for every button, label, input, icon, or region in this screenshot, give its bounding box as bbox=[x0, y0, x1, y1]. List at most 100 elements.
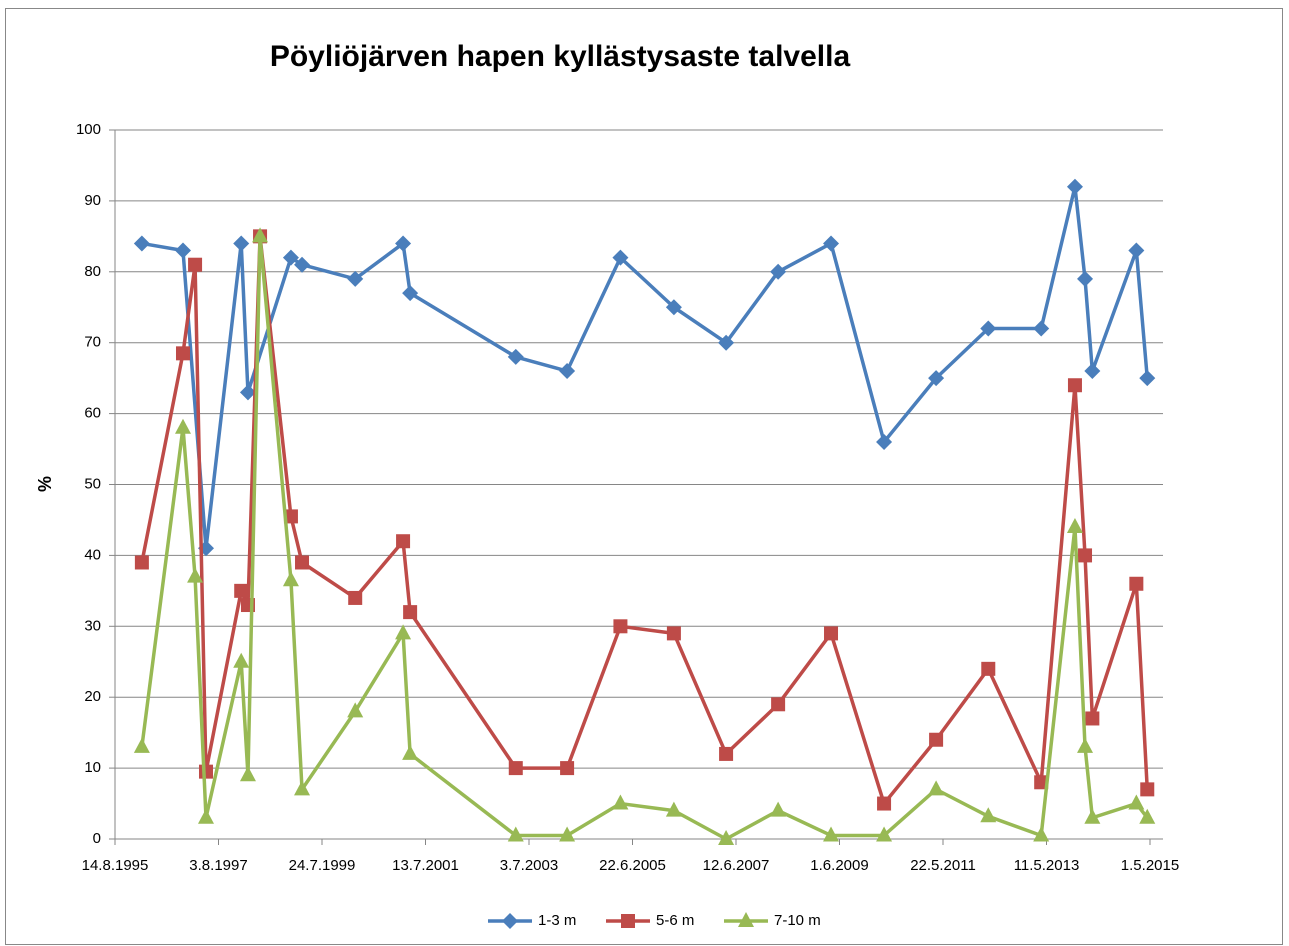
marker bbox=[402, 285, 419, 302]
series-line bbox=[140, 234, 1150, 806]
marker bbox=[402, 744, 419, 760]
x-tick-label: 3.7.2003 bbox=[500, 857, 558, 874]
marker bbox=[403, 605, 418, 620]
marker bbox=[559, 826, 576, 842]
marker bbox=[282, 249, 299, 266]
marker bbox=[1077, 270, 1094, 287]
marker bbox=[174, 418, 191, 434]
marker bbox=[347, 270, 364, 287]
marker bbox=[348, 590, 363, 605]
marker bbox=[980, 807, 997, 823]
marker bbox=[1067, 378, 1082, 393]
marker bbox=[233, 235, 250, 252]
marker bbox=[718, 334, 735, 351]
marker bbox=[665, 801, 682, 817]
marker bbox=[133, 737, 150, 753]
marker bbox=[252, 227, 269, 243]
marker bbox=[1084, 363, 1101, 380]
x-tick-label: 13.7.2001 bbox=[392, 857, 459, 874]
y-tick-label: 50 bbox=[84, 475, 101, 492]
marker bbox=[613, 619, 628, 634]
marker bbox=[1139, 808, 1156, 824]
x-tick-label: 22.6.2005 bbox=[599, 857, 666, 874]
marker bbox=[1128, 242, 1145, 259]
y-tick-label: 0 bbox=[93, 830, 101, 847]
marker bbox=[233, 652, 250, 668]
x-tick-label: 1.6.2009 bbox=[810, 857, 868, 874]
legend-marker bbox=[738, 912, 754, 927]
marker bbox=[1066, 178, 1083, 195]
marker bbox=[239, 384, 256, 401]
y-tick-label: 40 bbox=[84, 546, 101, 563]
marker bbox=[719, 746, 734, 761]
legend-marker bbox=[502, 913, 518, 929]
marker bbox=[770, 801, 787, 817]
marker bbox=[294, 256, 311, 273]
marker bbox=[928, 370, 945, 387]
x-tick-label: 14.8.1995 bbox=[82, 857, 149, 874]
x-tick-label: 22.5.2011 bbox=[910, 857, 976, 874]
x-tick-label: 12.6.2007 bbox=[703, 857, 770, 874]
marker bbox=[134, 555, 149, 570]
y-tick-label: 70 bbox=[84, 334, 101, 351]
marker bbox=[295, 555, 310, 570]
marker bbox=[1139, 370, 1156, 387]
marker bbox=[1078, 548, 1093, 563]
legend-label: 7-10 m bbox=[774, 912, 821, 929]
marker bbox=[718, 830, 735, 845]
marker bbox=[876, 826, 893, 842]
y-tick-label: 20 bbox=[84, 688, 101, 705]
marker bbox=[294, 780, 311, 796]
marker bbox=[347, 702, 364, 718]
x-tick-label: 3.8.1997 bbox=[189, 857, 247, 874]
marker bbox=[507, 826, 524, 842]
marker bbox=[187, 567, 204, 583]
marker bbox=[665, 299, 682, 316]
chart-title: Pöyliöjärven hapen kyllästysaste talvell… bbox=[270, 40, 851, 73]
chart-border bbox=[5, 8, 1283, 945]
x-tick-label: 24.7.1999 bbox=[289, 857, 356, 874]
marker bbox=[133, 235, 150, 252]
y-tick-label: 60 bbox=[84, 405, 101, 422]
y-tick-label: 80 bbox=[84, 263, 101, 280]
marker bbox=[1085, 711, 1100, 726]
y-tick-label: 10 bbox=[84, 759, 101, 776]
marker bbox=[507, 348, 524, 365]
marker bbox=[1129, 576, 1144, 591]
marker bbox=[612, 249, 629, 266]
y-axis-label: % bbox=[35, 476, 55, 492]
marker bbox=[1077, 737, 1094, 753]
marker bbox=[771, 697, 786, 712]
y-tick-label: 100 bbox=[76, 121, 101, 138]
legend-marker bbox=[621, 914, 635, 928]
marker bbox=[824, 626, 839, 641]
marker bbox=[1066, 518, 1083, 534]
marker bbox=[508, 761, 523, 776]
marker bbox=[770, 263, 787, 280]
x-tick-label: 11.5.2013 bbox=[1014, 857, 1080, 874]
x-tick-label: 1.5.2015 bbox=[1121, 857, 1179, 874]
marker bbox=[823, 826, 840, 842]
marker bbox=[1034, 775, 1049, 790]
marker bbox=[396, 534, 411, 549]
marker bbox=[980, 320, 997, 337]
y-tick-label: 90 bbox=[84, 192, 101, 209]
marker bbox=[666, 626, 681, 641]
marker bbox=[395, 624, 412, 640]
marker bbox=[197, 808, 214, 824]
marker bbox=[1140, 782, 1155, 797]
marker bbox=[175, 346, 190, 361]
marker bbox=[560, 761, 575, 776]
marker bbox=[239, 766, 256, 782]
marker bbox=[876, 433, 893, 450]
marker bbox=[188, 257, 203, 272]
marker bbox=[981, 661, 996, 676]
marker bbox=[174, 242, 191, 259]
legend-label: 5-6 m bbox=[656, 912, 694, 929]
marker bbox=[559, 363, 576, 380]
marker bbox=[395, 235, 412, 252]
marker bbox=[1033, 826, 1050, 842]
series-line bbox=[140, 234, 1149, 841]
marker bbox=[1033, 320, 1050, 337]
